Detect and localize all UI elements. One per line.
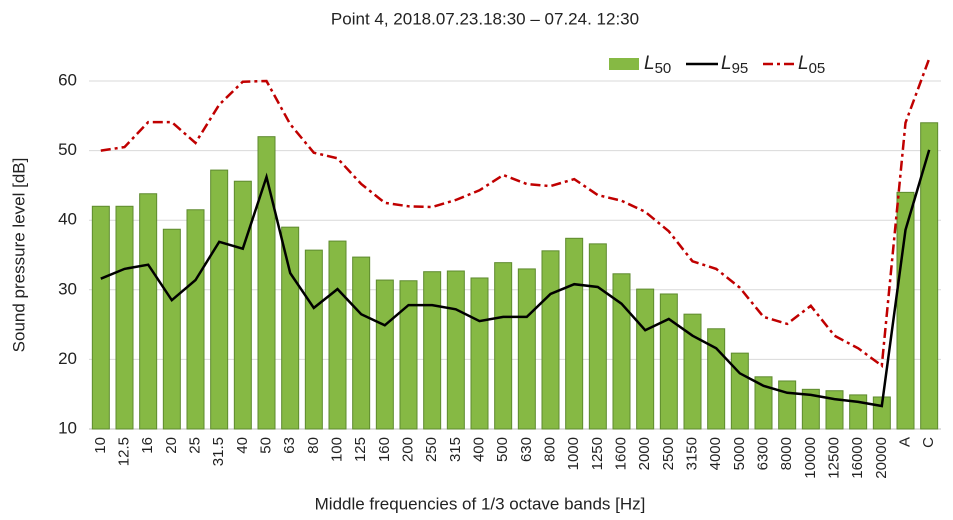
x-tick-label: 20 (163, 437, 180, 454)
y-tick-label: 50 (58, 140, 77, 159)
legend-label: L50 (644, 53, 671, 77)
y-tick-label: 20 (58, 349, 77, 368)
x-tick-label: 125 (352, 437, 369, 462)
legend-subscript: 95 (732, 60, 749, 77)
y-axis-title: Sound pressure level [dB] (9, 158, 28, 353)
legend-label: L95 (721, 53, 748, 77)
x-tick-label: 1000 (565, 437, 582, 470)
x-tick-label: 16000 (849, 437, 866, 479)
legend-subscript: 50 (655, 60, 672, 77)
line (100, 149, 931, 408)
legend-letter: L (644, 53, 655, 74)
x-tick-label: 63 (281, 437, 298, 454)
x-tick-label: 12.5 (115, 437, 132, 466)
x-tick-label: 250 (423, 437, 440, 462)
x-tick-label: 2500 (660, 437, 677, 470)
bar (588, 243, 607, 430)
bar (186, 209, 205, 430)
x-tick-label: 25 (186, 437, 203, 454)
bar (162, 228, 181, 430)
y-tick-label: 30 (58, 279, 77, 298)
bar (801, 388, 820, 430)
bar (399, 280, 418, 430)
x-tick-label: 4000 (707, 437, 724, 470)
x-tick-label: 315 (447, 437, 464, 462)
x-tick-label: 200 (399, 437, 416, 462)
bar (281, 226, 300, 430)
bar (233, 180, 252, 430)
chart-title: Point 4, 2018.07.23.18:30 – 07.24. 12:30 (331, 9, 639, 28)
x-tick-label: 8000 (778, 437, 795, 470)
x-tick-label: 16 (139, 437, 156, 454)
bar (375, 279, 394, 430)
bar (754, 376, 773, 430)
y-tick-label: 10 (58, 418, 77, 437)
bar (470, 277, 489, 430)
x-tick-label: 160 (376, 437, 393, 462)
x-tick-label: 400 (470, 437, 487, 462)
x-tick-label: 12500 (825, 437, 842, 479)
bar (446, 270, 465, 430)
bar (896, 191, 915, 430)
x-tick-label: 31.5 (210, 437, 227, 466)
x-tick-label: 2000 (636, 437, 653, 470)
x-tick-label: 500 (494, 437, 511, 462)
x-tick-label: 100 (328, 437, 345, 462)
bar (304, 249, 323, 430)
x-tick-label: 40 (234, 437, 251, 454)
x-tick-label: 1600 (612, 437, 629, 470)
x-tick-label: 80 (305, 437, 322, 454)
y-tick-label: 60 (58, 70, 77, 89)
bar (423, 271, 442, 430)
x-tick-label: 50 (257, 437, 274, 454)
legend-letter: L (721, 53, 732, 74)
bar (920, 122, 939, 430)
x-tick-label: 10000 (802, 437, 819, 479)
x-tick-label: 3150 (683, 437, 700, 470)
bar (139, 193, 158, 430)
x-tick-label: C (920, 437, 937, 448)
x-tick-label: 10 (92, 437, 109, 454)
bar (778, 380, 797, 430)
bar (612, 273, 631, 430)
x-tick-label: 6300 (754, 437, 771, 470)
legend-subscript: 05 (809, 60, 826, 77)
y-tick-label: 40 (58, 210, 77, 229)
legend-letter: L (798, 53, 809, 74)
legend-label: L05 (798, 53, 825, 77)
bar (494, 262, 513, 430)
bar (210, 169, 229, 430)
bar (328, 240, 347, 430)
x-tick-label: A (896, 437, 913, 447)
bar (730, 352, 749, 430)
x-tick-label: 630 (518, 437, 535, 462)
x-tick-label: 5000 (731, 437, 748, 470)
bar (825, 390, 844, 430)
bar (91, 205, 110, 430)
bar (517, 268, 536, 430)
x-axis-title: Middle frequencies of 1/3 octave bands [… (315, 494, 646, 513)
legend-swatch (609, 58, 639, 70)
bar (565, 237, 584, 430)
bar (636, 288, 655, 430)
bar (115, 205, 134, 430)
line (100, 58, 931, 369)
bar (352, 256, 371, 430)
x-tick-label: 800 (541, 437, 558, 462)
x-tick-label: 20000 (873, 437, 890, 479)
bar (257, 136, 276, 430)
bar (541, 250, 560, 430)
bar (683, 313, 702, 430)
x-tick-label: 1250 (589, 437, 606, 470)
bar (659, 293, 678, 430)
